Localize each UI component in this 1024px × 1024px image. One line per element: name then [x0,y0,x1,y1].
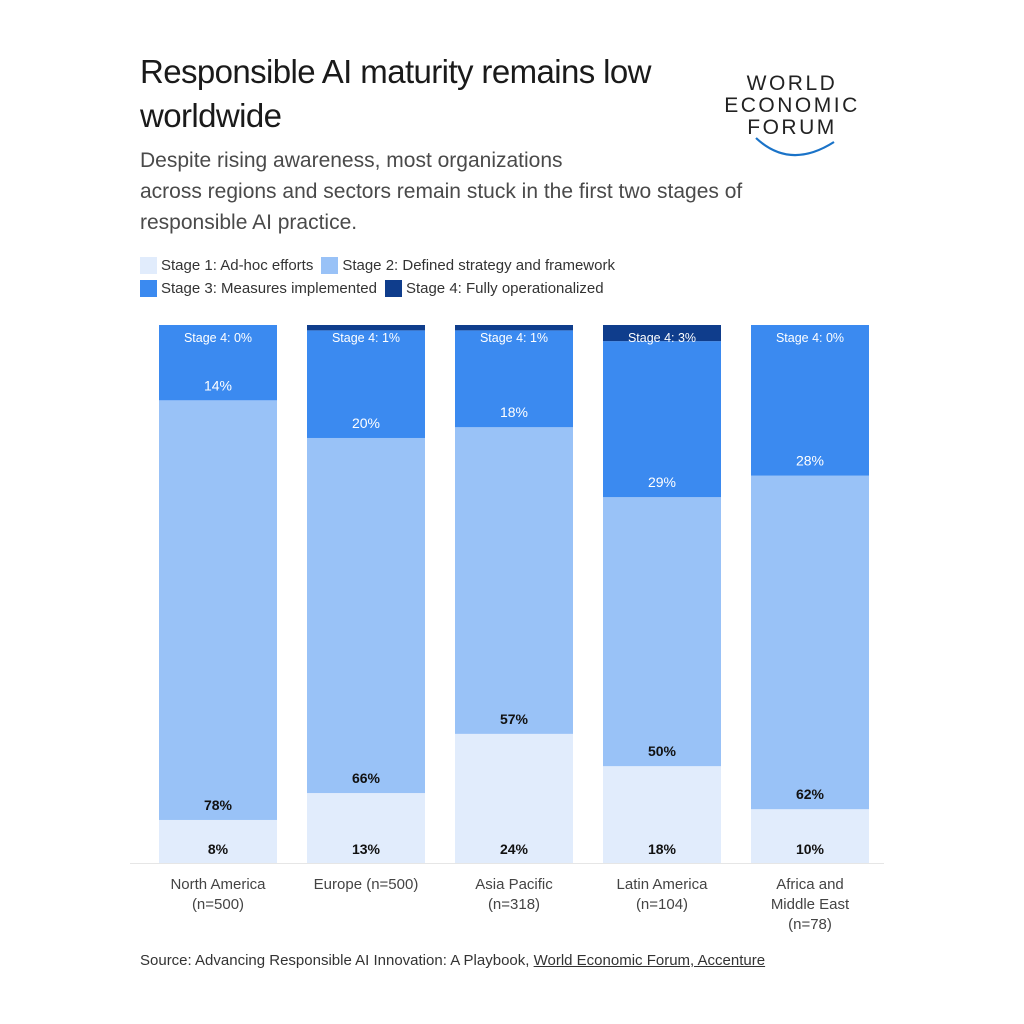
data-label-stage1: 13% [352,841,381,857]
logo-line-economic: ECONOMIC [724,94,860,117]
x-tick-label: Middle East [771,896,850,913]
logo-arc [755,137,835,157]
legend-label-stage1: Stage 1: Ad-hoc efforts [161,257,314,274]
bar-segment-stage2 [307,437,425,794]
data-label-stage1: 10% [796,841,825,857]
x-tick-label: Asia Pacific [475,876,553,893]
legend-label-stage4: Stage 4: Fully operationalized [405,280,604,297]
subtitle-line: Despite rising awareness, most organizat… [140,149,563,172]
data-label-stage1: 24% [500,841,529,857]
bar-segment-stage3 [307,330,425,438]
data-label-stage3: 18% [500,404,528,420]
data-label-stage2: 62% [796,786,825,802]
data-label-stage1: 8% [208,841,229,857]
legend-item-stage2: Stage 2: Defined strategy and framework [321,254,615,277]
x-tick-label: Africa and [776,876,844,893]
data-label-stage4: Stage 4: 0% [184,331,252,345]
bar-segment-stage4 [603,325,721,342]
bar-segment-stage3 [751,325,869,476]
bar-segment-stage2 [751,475,869,810]
data-label-stage4: Stage 4: 0% [776,331,844,345]
legend-swatch-stage4 [384,280,402,297]
data-label-stage1: 18% [648,841,677,857]
data-label-stage4: Stage 4: 1% [480,331,548,345]
subtitle-line: responsible AI practice. [140,211,358,234]
bar-segment-stage2 [159,400,277,820]
legend-swatch-stage1 [140,257,157,274]
source-link[interactable]: World Economic Forum, Accenture [533,952,766,969]
bar-segment-stage1 [751,809,869,863]
data-label-stage3: 14% [204,377,232,393]
legend-item-stage1: Stage 1: Ad-hoc efforts [140,254,313,277]
chart-legend: Stage 1: Ad-hoc efforts Stage 2: Defined… [140,254,740,300]
x-tick-label: (n=318) [488,896,540,913]
x-tick-label: North America [170,876,266,893]
legend-item-stage3: Stage 3: Measures implemented [140,277,377,300]
x-tick-label: Europe (n=500) [314,876,419,893]
legend-label-stage2: Stage 2: Defined strategy and framework [342,257,615,274]
data-label-stage3: 28% [796,453,824,469]
data-label-stage3: 29% [648,474,676,490]
source-prefix: Source: Advancing Responsible AI Innovat… [140,952,534,969]
legend-row: Stage 3: Measures implemented Stage 4: F… [140,277,740,300]
bar-segment-stage2 [603,497,721,767]
legend-item-stage4: Stage 4: Fully operationalized [384,277,604,300]
bar-segment-stage3 [455,330,573,428]
data-label-stage2: 50% [648,743,677,759]
logo-line-forum: FORUM [747,116,837,139]
legend-row: Stage 1: Ad-hoc efforts Stage 2: Defined… [140,254,740,277]
x-tick-label: (n=104) [636,896,688,913]
data-label-stage4: Stage 4: 3% [628,331,696,345]
legend-swatch-stage3 [140,280,157,297]
chart-subtitle: Despite rising awareness, most organizat… [140,145,860,238]
subtitle-line: across regions and sectors remain stuck … [140,180,743,203]
data-label-stage2: 66% [352,770,381,786]
legend-swatch-stage2 [321,257,339,274]
bar-segment-stage1 [159,819,277,863]
data-label-stage4: Stage 4: 1% [332,331,400,345]
bar-segment-stage4 [307,325,425,331]
wef-logo: WORLD ECONOMIC FORUM [724,72,860,157]
bar-segment-stage3 [603,341,721,498]
x-tick-label: (n=500) [192,896,244,913]
bar-segment-stage4 [455,325,573,331]
logo-line-world: WORLD [747,72,838,95]
data-label-stage3: 20% [352,415,380,431]
bar-segment-stage1 [603,766,721,863]
bar-segment-stage2 [455,427,573,734]
data-label-stage2: 78% [204,797,233,813]
x-tick-label: (n=78) [788,916,832,933]
bar-segment-stage1 [307,793,425,863]
bar-segment-stage1 [455,733,573,863]
legend-label-stage3: Stage 3: Measures implemented [161,280,377,297]
data-label-stage2: 57% [500,711,529,727]
chart-title: Responsible AI maturity remains low worl… [140,53,651,134]
x-tick-label: Latin America [617,876,709,893]
source-note: Source: Advancing Responsible AI Innovat… [140,952,940,969]
bar-segment-stage3 [159,325,277,401]
